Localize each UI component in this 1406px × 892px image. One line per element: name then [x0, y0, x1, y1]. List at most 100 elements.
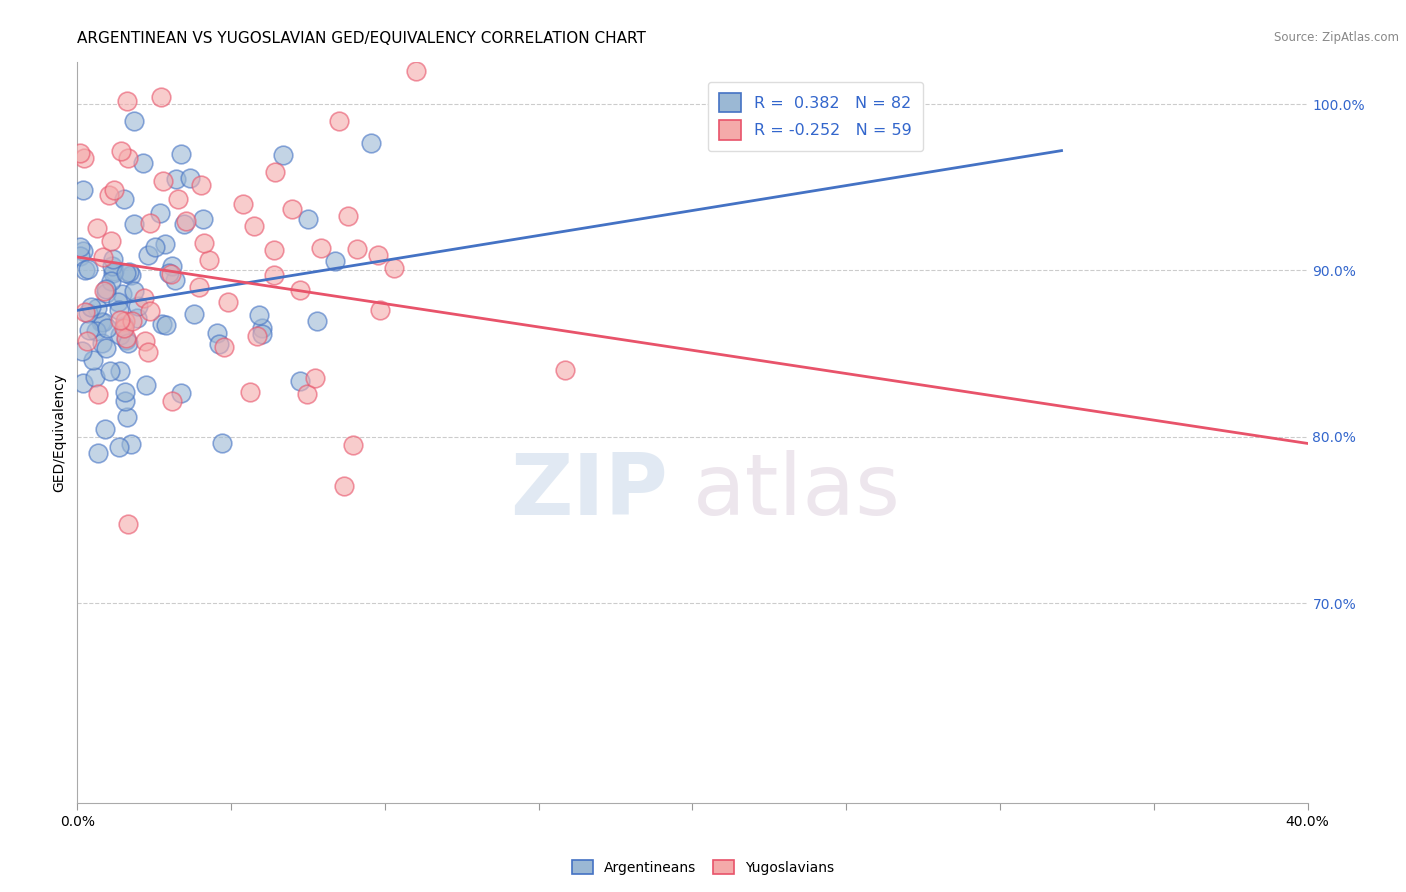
Point — [73, 305, 96, 319]
Point — [101, 252, 124, 267]
Point — [112, 318, 135, 333]
Point — [117, 336, 139, 351]
Point — [110, 313, 132, 327]
Point — [165, 172, 187, 186]
Point — [136, 345, 159, 359]
Point — [191, 211, 214, 226]
Point — [98, 187, 121, 202]
Point — [143, 240, 166, 254]
Point — [337, 209, 360, 223]
Point — [160, 393, 183, 408]
Point — [382, 260, 405, 275]
Point — [127, 300, 149, 314]
Point — [305, 314, 328, 328]
Point — [94, 421, 117, 435]
Point — [77, 306, 100, 320]
Point — [246, 329, 269, 343]
Point — [77, 323, 100, 337]
Point — [111, 287, 134, 301]
Text: ZIP: ZIP — [510, 450, 668, 533]
Point — [112, 321, 135, 335]
Point — [150, 90, 173, 104]
Point — [73, 263, 96, 277]
Point — [84, 324, 107, 338]
Point — [107, 302, 129, 317]
Point — [121, 314, 143, 328]
Point — [103, 264, 125, 278]
Point — [72, 244, 94, 258]
Point — [167, 192, 190, 206]
Point — [368, 303, 391, 318]
Point — [100, 234, 122, 248]
Point — [297, 386, 319, 401]
Point — [117, 151, 139, 165]
Point — [232, 196, 254, 211]
Point — [405, 63, 427, 78]
Point — [239, 384, 262, 399]
Point — [120, 268, 142, 282]
Point — [94, 282, 117, 296]
Point — [328, 114, 350, 128]
Point — [69, 249, 91, 263]
Point — [107, 440, 129, 454]
Point — [207, 326, 229, 340]
Point — [87, 446, 110, 460]
Point — [211, 435, 233, 450]
Point — [250, 327, 273, 342]
Point — [309, 241, 332, 255]
Point — [86, 301, 108, 315]
Point — [77, 262, 100, 277]
Legend: Argentineans, Yugoslavians: Argentineans, Yugoslavians — [567, 855, 839, 880]
Point — [217, 295, 239, 310]
Point — [212, 340, 235, 354]
Point — [332, 478, 354, 492]
Point — [114, 333, 136, 347]
Point — [304, 371, 326, 385]
Point — [76, 334, 98, 349]
Point — [290, 374, 312, 388]
Point — [263, 244, 285, 258]
Point — [208, 337, 231, 351]
Point — [110, 144, 132, 158]
Point — [103, 183, 125, 197]
Point — [90, 315, 112, 329]
Point — [170, 385, 193, 400]
Point — [170, 147, 193, 161]
Point — [162, 259, 184, 273]
Point — [112, 192, 135, 206]
Point — [163, 273, 186, 287]
Point — [135, 378, 157, 392]
Text: ARGENTINEAN VS YUGOSLAVIAN GED/EQUIVALENCY CORRELATION CHART: ARGENTINEAN VS YUGOSLAVIAN GED/EQUIVALEN… — [77, 31, 647, 46]
Point — [96, 321, 118, 335]
Point — [100, 274, 122, 288]
Point — [122, 284, 145, 298]
Point — [179, 171, 201, 186]
Point — [114, 385, 136, 400]
Point — [114, 394, 136, 409]
Point — [124, 217, 146, 231]
Point — [91, 250, 114, 264]
Point — [115, 266, 138, 280]
Point — [124, 113, 146, 128]
Point — [263, 268, 285, 283]
Point — [136, 248, 159, 262]
Point — [82, 352, 104, 367]
Point — [346, 242, 368, 256]
Point — [72, 376, 94, 391]
Point — [134, 334, 156, 349]
Point — [94, 341, 117, 355]
Point — [131, 155, 153, 169]
Point — [108, 327, 131, 342]
Point — [80, 300, 103, 314]
Point — [173, 217, 195, 231]
Point — [118, 265, 141, 279]
Point — [93, 284, 115, 298]
Point — [69, 146, 91, 161]
Point — [125, 310, 148, 325]
Point — [84, 369, 107, 384]
Point — [249, 308, 271, 322]
Point — [115, 410, 138, 425]
Point — [183, 307, 205, 321]
Text: atlas: atlas — [693, 450, 900, 533]
Point — [69, 240, 91, 254]
